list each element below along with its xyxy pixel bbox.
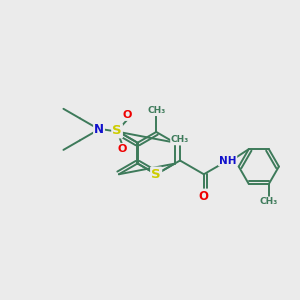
Text: CH₃: CH₃ xyxy=(260,197,278,206)
Text: O: O xyxy=(123,110,132,120)
Text: CH₃: CH₃ xyxy=(171,136,189,145)
Text: S: S xyxy=(112,124,122,137)
Text: S: S xyxy=(152,168,161,181)
Text: O: O xyxy=(199,190,209,202)
Text: NH: NH xyxy=(219,155,236,166)
Text: CH₃: CH₃ xyxy=(147,106,165,115)
Text: O: O xyxy=(117,144,126,154)
Text: N: N xyxy=(94,123,104,136)
Text: N: N xyxy=(151,168,161,181)
